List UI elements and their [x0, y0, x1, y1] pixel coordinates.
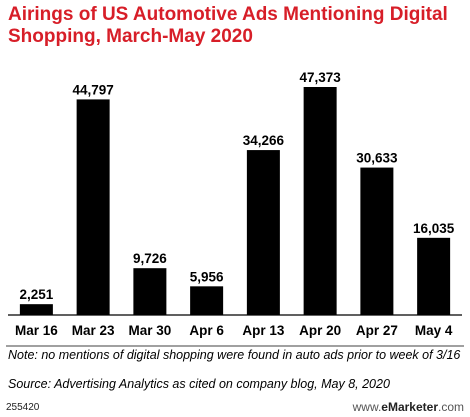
value-label: 34,266: [243, 133, 285, 148]
brand-name: eMarketer: [381, 400, 438, 414]
x-tick-label: Apr 20: [299, 323, 341, 338]
value-label: 16,035: [413, 221, 455, 236]
brand-wordmark: www.eMarketer.com: [353, 401, 464, 414]
brand-prefix: www.: [352, 400, 382, 414]
x-tick-labels-layer: Mar 16 Mar 23 Mar 30 Apr 6 Apr 13 Apr 20 Apr 2…: [15, 323, 453, 338]
bar-apr-13: [246, 150, 280, 315]
x-tick-label: Mar 23: [72, 323, 115, 338]
bar-mar-16: [19, 304, 53, 315]
x-tick-label: May 4: [415, 323, 453, 338]
value-label: 47,373: [299, 70, 341, 85]
value-label: 2,251: [19, 287, 53, 302]
brand-suffix: .com: [437, 400, 464, 414]
value-label: 44,797: [72, 82, 113, 97]
value-label: 5,956: [190, 269, 224, 284]
bar-mar-23: [76, 99, 110, 316]
value-label: 9,726: [133, 251, 167, 266]
x-tick-label: Mar 30: [128, 323, 171, 338]
value-label: 30,633: [356, 151, 398, 166]
bar-apr-6: [190, 286, 224, 315]
chart-source: Source: Advertising Analytics as cited o…: [8, 377, 390, 391]
chart-note: Note: no mentions of digital shopping we…: [8, 348, 461, 362]
bars-layer: [19, 87, 451, 316]
x-tick-label: Apr 6: [189, 323, 224, 338]
bar-may-4: [417, 237, 451, 315]
x-tick-label: Apr 13: [242, 323, 285, 338]
bar-mar-30: [133, 268, 167, 315]
value-labels-layer: 2,251 44,797 9,726 5,956 34,266 47,373 30,633 1…: [19, 70, 454, 302]
bar-apr-20: [303, 87, 337, 315]
x-tick-label: Apr 27: [356, 323, 398, 338]
chart-id: 255420: [6, 402, 40, 413]
chart-title: Airings of US Automotive Ads Mentioning …: [8, 4, 448, 47]
bar-apr-27: [360, 167, 394, 315]
x-tick-label: Mar 16: [15, 323, 58, 338]
